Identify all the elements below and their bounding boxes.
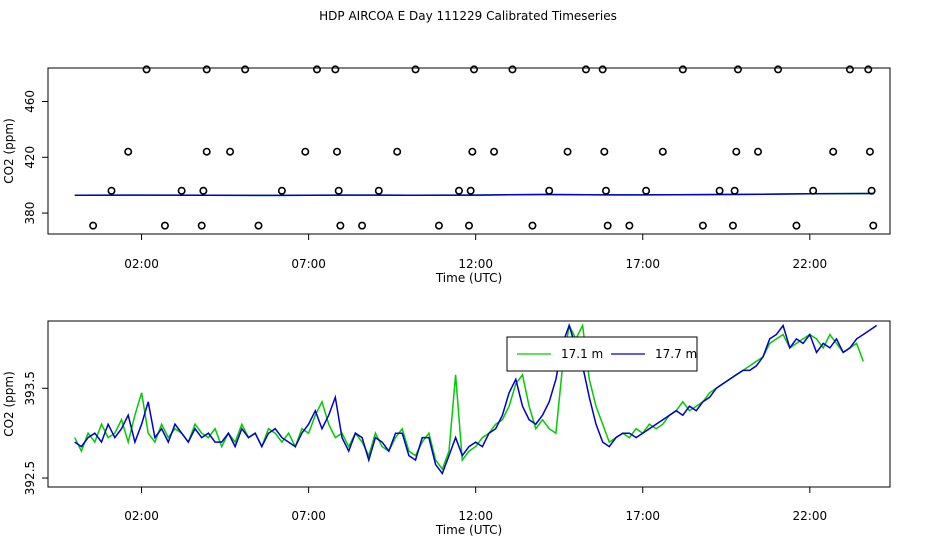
data-point <box>728 221 737 230</box>
x-tick-label: 02:00 <box>124 257 159 271</box>
series-line <box>74 323 878 476</box>
y-tick-label: 460 <box>23 90 37 113</box>
data-point <box>563 147 572 156</box>
data-point <box>809 186 818 195</box>
x-axis-label: Time (UTC) <box>435 271 502 285</box>
data-point <box>581 65 590 74</box>
data-point <box>865 147 874 156</box>
data-point <box>393 147 402 156</box>
data-point <box>466 186 475 195</box>
scatter-panel: 02:00 07:00 12:00 17:00 22:00 380 420 460 Time (… <box>2 65 891 285</box>
data-point <box>774 65 783 74</box>
y-tick-label: 420 <box>23 146 37 169</box>
data-point <box>334 186 343 195</box>
data-point <box>454 186 463 195</box>
data-point <box>867 186 876 195</box>
y-tick-label: 393.5 <box>23 371 37 405</box>
data-point <box>730 186 739 195</box>
data-point <box>358 221 367 230</box>
x-tick-label: 22:00 <box>793 509 828 523</box>
data-point <box>603 221 612 230</box>
data-point <box>732 147 741 156</box>
y-tick-label: 392.5 <box>23 461 37 495</box>
y-axis-label: CO2 (ppm) <box>2 371 16 437</box>
data-point <box>177 186 186 195</box>
x-tick-label: 22:00 <box>793 257 828 271</box>
x-axis-label: Time (UTC) <box>435 523 502 537</box>
x-tick-label: 12:00 <box>458 257 493 271</box>
data-point <box>545 186 554 195</box>
data-point <box>715 186 724 195</box>
series-line <box>74 192 874 197</box>
data-point <box>107 186 116 195</box>
data-point <box>601 186 610 195</box>
data-point <box>124 147 133 156</box>
y-tick-label: 380 <box>23 202 37 225</box>
x-tick-label: 17:00 <box>625 257 660 271</box>
data-point <box>331 65 340 74</box>
data-point <box>411 65 420 74</box>
timeseries-panel: 02:00 07:00 12:00 17:00 22:00 392.5 393.5 Time … <box>2 320 891 537</box>
data-point <box>829 147 838 156</box>
x-tick-label: 02:00 <box>124 509 159 523</box>
data-point <box>625 221 634 230</box>
data-point <box>869 221 878 230</box>
data-point <box>754 147 763 156</box>
data-point <box>199 186 208 195</box>
x-tick-label: 07:00 <box>291 509 326 523</box>
data-point <box>202 65 211 74</box>
x-tick-label: 17:00 <box>625 509 660 523</box>
data-point <box>733 65 742 74</box>
data-point <box>864 65 873 74</box>
data-point <box>301 147 310 156</box>
data-point <box>508 65 517 74</box>
data-point <box>202 147 211 156</box>
data-point <box>333 147 342 156</box>
data-point <box>792 221 801 230</box>
data-point <box>160 221 169 230</box>
plot-frame <box>47 320 891 488</box>
data-point <box>336 221 345 230</box>
plot-frame <box>47 67 891 235</box>
data-point <box>254 221 263 230</box>
x-tick-label: 07:00 <box>291 257 326 271</box>
data-point <box>845 65 854 74</box>
data-point <box>528 221 537 230</box>
data-point <box>374 186 383 195</box>
data-point <box>226 147 235 156</box>
data-point <box>241 65 250 74</box>
data-point <box>598 65 607 74</box>
data-point <box>312 65 321 74</box>
chart-title: HDP AIRCOA E Day 111229 Calibrated Times… <box>319 9 617 23</box>
data-point <box>600 147 609 156</box>
y-axis-label: CO2 (ppm) <box>2 118 16 184</box>
data-point <box>197 221 206 230</box>
data-point <box>642 186 651 195</box>
data-point <box>490 147 499 156</box>
x-tick-label: 12:00 <box>458 509 493 523</box>
data-point <box>678 65 687 74</box>
data-point <box>698 221 707 230</box>
data-point <box>142 65 151 74</box>
data-point <box>658 147 667 156</box>
data-point <box>468 147 477 156</box>
data-point <box>434 221 443 230</box>
legend-label: 17.1 m <box>561 347 603 361</box>
legend-label: 17.7 m <box>655 347 697 361</box>
data-point <box>464 221 473 230</box>
data-point <box>89 221 98 230</box>
data-point <box>470 65 479 74</box>
data-point <box>277 186 286 195</box>
